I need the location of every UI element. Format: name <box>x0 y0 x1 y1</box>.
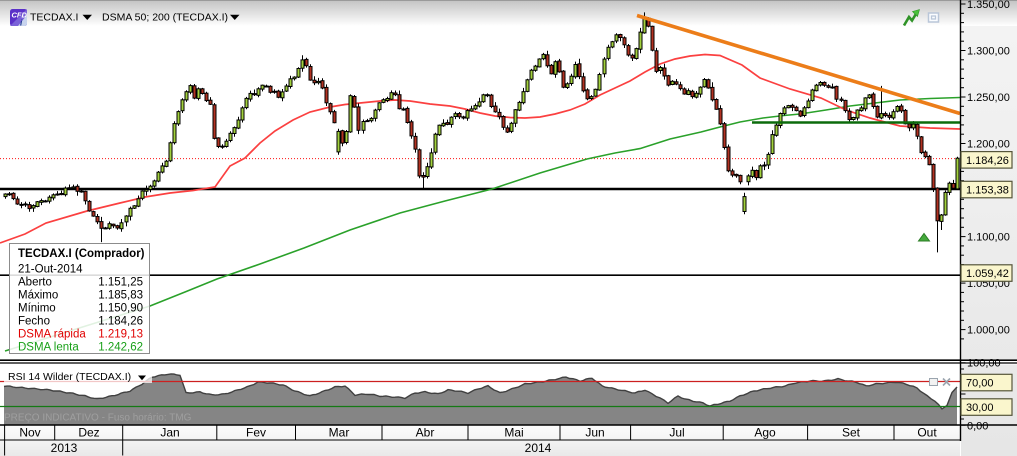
svg-text:Mar: Mar <box>329 426 350 440</box>
svg-text:Nov: Nov <box>19 426 40 440</box>
svg-text:1.000,00: 1.000,00 <box>967 325 1010 337</box>
svg-text:1.153,38: 1.153,38 <box>966 185 1009 197</box>
svg-text:1.184,26: 1.184,26 <box>966 155 1009 167</box>
svg-text:1.242,62: 1.242,62 <box>98 342 143 354</box>
svg-text:30,00: 30,00 <box>966 402 994 414</box>
svg-text:Mínimo: Mínimo <box>18 303 56 315</box>
svg-text:Jan: Jan <box>160 426 179 440</box>
svg-text:1.151,25: 1.151,25 <box>98 277 143 289</box>
svg-text:Mai: Mai <box>504 426 523 440</box>
svg-text:100,00: 100,00 <box>967 358 1001 370</box>
svg-text:TECDAX.I (Comprador): TECDAX.I (Comprador) <box>18 248 145 260</box>
svg-text:70,00: 70,00 <box>966 378 994 390</box>
svg-text:1.250,00: 1.250,00 <box>967 92 1010 104</box>
svg-text:Out: Out <box>917 426 937 440</box>
svg-text:i: i <box>20 19 23 28</box>
svg-text:1.200,00: 1.200,00 <box>967 139 1010 151</box>
svg-text:DSMA 50; 200 (TECDAX.I): DSMA 50; 200 (TECDAX.I) <box>102 12 228 24</box>
svg-text:1.150,90: 1.150,90 <box>98 303 143 315</box>
svg-text:Fecho: Fecho <box>18 316 50 328</box>
svg-text:Máximo: Máximo <box>18 290 58 302</box>
svg-text:1.300,00: 1.300,00 <box>967 46 1010 58</box>
svg-text:Ago: Ago <box>754 426 776 440</box>
svg-text:TECDAX.I: TECDAX.I <box>30 12 78 24</box>
svg-text:Jun: Jun <box>585 426 604 440</box>
svg-text:DSMA lenta: DSMA lenta <box>18 342 79 354</box>
svg-text:RSI 14 Wilder (TECDAX.I): RSI 14 Wilder (TECDAX.I) <box>8 371 131 383</box>
svg-text:1.219,13: 1.219,13 <box>98 329 143 341</box>
svg-text:DSMA rápida: DSMA rápida <box>18 329 86 341</box>
svg-text:1.059,42: 1.059,42 <box>966 268 1009 280</box>
svg-text:2013: 2013 <box>51 441 78 455</box>
svg-text:1.350,00: 1.350,00 <box>967 0 1010 11</box>
svg-text:2014: 2014 <box>525 441 552 455</box>
svg-text:Set: Set <box>842 426 861 440</box>
svg-text:PREÇO INDICATIVO - Fuso horári: PREÇO INDICATIVO - Fuso horário: TMG <box>4 413 192 424</box>
svg-text:21-Out-2014: 21-Out-2014 <box>18 264 83 276</box>
svg-text:1.185,83: 1.185,83 <box>98 290 143 302</box>
svg-text:Dez: Dez <box>78 426 99 440</box>
svg-text:Aberto: Aberto <box>18 277 52 289</box>
svg-text:CFD: CFD <box>12 11 28 20</box>
svg-text:Jul: Jul <box>669 426 684 440</box>
svg-text:1.184,26: 1.184,26 <box>98 316 143 328</box>
svg-text:0,00: 0,00 <box>967 420 988 432</box>
svg-text:Abr: Abr <box>416 426 435 440</box>
svg-text:1.100,00: 1.100,00 <box>967 232 1010 244</box>
svg-text:Fev: Fev <box>246 426 266 440</box>
